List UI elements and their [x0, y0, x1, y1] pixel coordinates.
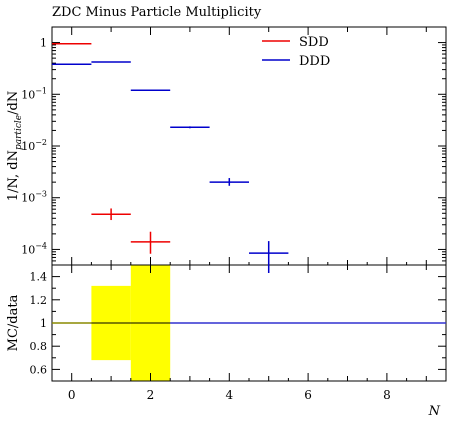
y-axis-label: 1/N, dNparticle/dN	[6, 91, 24, 201]
legend-label-sdd: SDD	[299, 35, 329, 50]
ratio-axis-label: MC/data	[6, 294, 21, 351]
ratio-tick-label: 1.4	[30, 271, 48, 284]
ratio-tick-label: 1	[40, 317, 47, 330]
y-tick-label: 10−2	[21, 138, 47, 153]
y-tick-label: 10−4	[21, 241, 47, 256]
legend-label-ddd: DDD	[299, 54, 330, 69]
x-tick-label: 0	[68, 388, 76, 402]
x-tick-label: 8	[383, 388, 391, 402]
y-tick-label: 10−1	[21, 86, 47, 101]
chart-title: ZDC Minus Particle Multiplicity	[52, 5, 262, 20]
x-axis-label: N	[428, 404, 441, 419]
ratio-tick-label: 0.8	[30, 340, 48, 353]
x-tick-label: 6	[304, 388, 312, 402]
ratio-tick-label: 0.6	[30, 363, 48, 376]
y-tick-label: 10−3	[21, 190, 47, 205]
x-tick-label: 4	[225, 388, 233, 402]
x-tick-label: 2	[147, 388, 155, 402]
y-tick-label: 1	[40, 37, 47, 50]
ratio-tick-label: 1.2	[30, 294, 48, 307]
